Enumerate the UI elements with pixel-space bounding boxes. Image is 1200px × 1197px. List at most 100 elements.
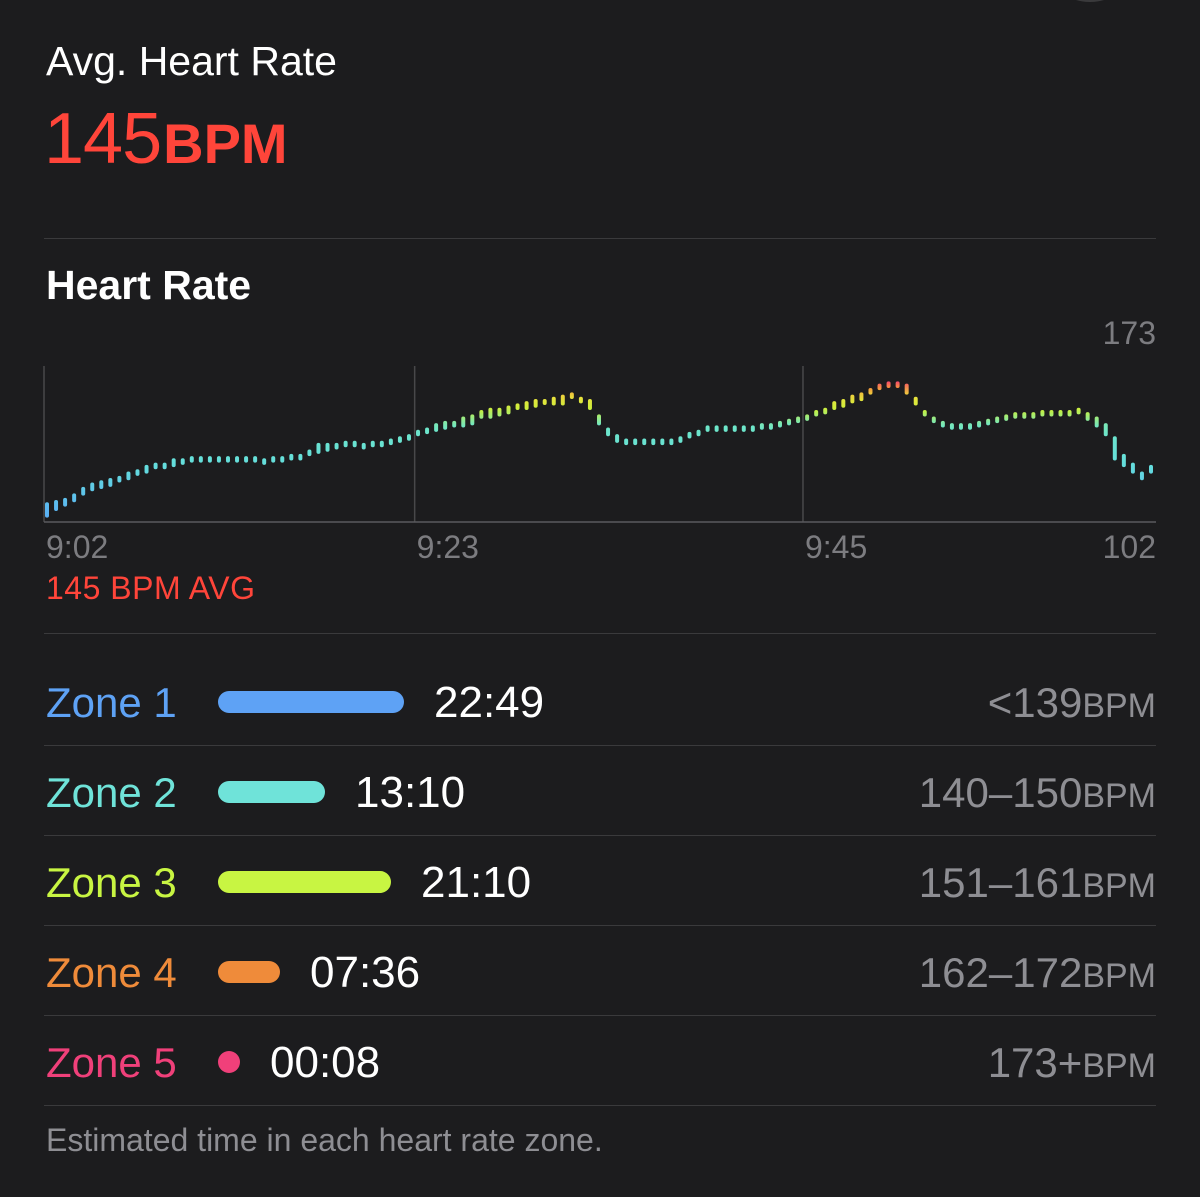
- x-tick-label: 9:02: [46, 529, 108, 565]
- avg-heart-rate-label: Avg. Heart Rate: [46, 38, 337, 84]
- heart-rate-sample-bar: [144, 464, 149, 474]
- zone-range-unit: BPM: [1082, 867, 1156, 905]
- chart-divider: [44, 633, 1156, 634]
- heart-rate-sample-bar: [660, 438, 665, 446]
- zone-row: Zone 1 22:49 <139BPM: [44, 657, 1156, 747]
- heart-rate-sample-bar: [597, 414, 601, 426]
- heart-rate-sample-bar: [877, 383, 882, 391]
- heart-rate-sample-bar: [99, 480, 104, 490]
- zone-range-unit: BPM: [1082, 1047, 1156, 1085]
- heart-rate-sample-bar: [1031, 412, 1036, 419]
- zone-range-unit: BPM: [1082, 777, 1156, 815]
- heart-rate-sample-bar: [253, 456, 258, 463]
- heart-rate-sample-bar: [379, 440, 384, 448]
- heart-rate-sample-bar: [388, 438, 393, 446]
- heart-rate-sample-bar: [461, 416, 466, 428]
- heart-rate-sample-bar: [63, 497, 68, 507]
- zone-duration-bar: [218, 691, 404, 713]
- heart-rate-sample-bar: [515, 403, 520, 410]
- heart-rate-section-title: Heart Rate: [46, 262, 252, 308]
- zone-range-value: 162–172: [918, 949, 1083, 996]
- zone-range-value: 140–150: [918, 769, 1083, 816]
- heart-rate-sample-bar: [633, 438, 638, 446]
- heart-rate-sample-bar: [189, 456, 194, 463]
- zone-row: Zone 3 21:10 151–161BPM: [44, 837, 1156, 927]
- zone-row: Zone 5 00:08 173+BPM: [44, 1017, 1156, 1107]
- heart-rate-sample-bar: [777, 420, 782, 428]
- heart-rate-sample-bar: [768, 423, 773, 430]
- heart-rate-sample-bar: [235, 456, 240, 463]
- heart-rate-sample-bar: [1004, 414, 1009, 421]
- heart-rate-sample-bar: [895, 381, 900, 388]
- heart-rate-sample-bar: [886, 381, 891, 388]
- heart-rate-sample-bar: [814, 409, 819, 417]
- zone-divider: [44, 835, 1156, 836]
- heart-rate-sample-bar: [1121, 453, 1126, 468]
- heart-rate-sample-bar: [1067, 409, 1072, 417]
- heart-rate-sample-bar: [334, 442, 339, 450]
- zone-bpm-range: 140–150BPM: [919, 769, 1156, 817]
- zone-duration-bar: [218, 961, 280, 983]
- heart-rate-sample-bar: [81, 486, 86, 496]
- x-tick-label: 9:45: [805, 529, 867, 565]
- heart-rate-sample-bar: [669, 438, 674, 446]
- heart-rate-sample-bar: [316, 442, 321, 454]
- heart-rate-sample-bar: [207, 456, 212, 463]
- heart-rate-sample-bar: [280, 456, 285, 463]
- zone-time: 07:36: [310, 948, 421, 997]
- zone-range-value: 173+: [987, 1039, 1083, 1086]
- heart-rate-sample-bar: [533, 398, 538, 408]
- avg-heart-rate-number: 145: [44, 99, 162, 179]
- y-max-label: 173: [1103, 315, 1156, 351]
- heart-rate-sample-bar: [714, 425, 719, 432]
- heart-rate-sample-bar: [624, 438, 629, 446]
- heart-rate-sample-bar: [1130, 462, 1135, 474]
- heart-rate-sample-bar: [416, 429, 421, 437]
- zone-divider: [44, 745, 1156, 746]
- zone-label: Zone 1: [46, 679, 177, 726]
- heart-rate-chart: 173 102 9:02 9:23 9:45: [43, 315, 1156, 565]
- zones-footnote: Estimated time in each heart rate zone.: [46, 1122, 603, 1158]
- heart-rate-sample-bar: [126, 471, 131, 481]
- zone-time: 21:10: [421, 858, 532, 907]
- heart-rate-sample-bar: [343, 440, 348, 448]
- zone-row: Zone 2 13:10 140–150BPM: [44, 747, 1156, 837]
- zone-bpm-range: 173+BPM: [988, 1039, 1156, 1087]
- heart-rate-sample-bar: [171, 458, 176, 468]
- heart-rate-sample-bar: [54, 500, 59, 512]
- heart-rate-sample-bar: [651, 438, 656, 446]
- top-control-edge: [1050, 0, 1130, 2]
- heart-rate-sample-bar: [1103, 423, 1108, 437]
- heart-rate-sample-bar: [1049, 409, 1054, 417]
- heart-rate-sample-bar: [615, 434, 620, 443]
- heart-rate-sample-bar: [298, 453, 303, 461]
- zone-label: Zone 5: [46, 1039, 177, 1086]
- zone-range-unit: BPM: [1082, 687, 1156, 725]
- heart-rate-sample-bar: [162, 462, 167, 470]
- heart-rate-sample-bar: [560, 394, 565, 406]
- heart-rate-sample-bar: [578, 396, 583, 404]
- heart-rate-sample-bar: [841, 398, 846, 408]
- zone-duration-bar: [218, 781, 325, 803]
- heart-rate-sample-bar: [551, 396, 556, 406]
- heart-rate-sample-bar: [977, 420, 982, 428]
- heart-rate-sample-bar: [262, 458, 267, 465]
- heart-rate-sample-bar: [931, 416, 936, 424]
- heart-rate-sample-bar: [216, 456, 221, 463]
- heart-rate-sample-bar: [325, 442, 330, 452]
- zone-time: 00:08: [270, 1038, 381, 1087]
- heart-rate-sample-bar: [995, 416, 1000, 424]
- heart-rate-sample-bar: [524, 401, 529, 410]
- heart-rate-sample-bar: [470, 414, 475, 426]
- heart-rate-sample-bar: [397, 436, 402, 443]
- heart-rate-sample-bar: [180, 458, 185, 465]
- x-tick-label: 9:23: [417, 529, 479, 565]
- heart-rate-sample-bar: [1094, 416, 1099, 428]
- heart-rate-sample-bar: [796, 416, 801, 424]
- heart-rate-sample-bar: [370, 440, 375, 448]
- zone-range-value: 151–161: [918, 859, 1083, 906]
- y-min-label: 102: [1103, 529, 1156, 565]
- heart-rate-sample-bar: [90, 482, 95, 492]
- heart-rate-sample-bar: [832, 401, 837, 410]
- heart-rate-sample-bar: [198, 456, 203, 463]
